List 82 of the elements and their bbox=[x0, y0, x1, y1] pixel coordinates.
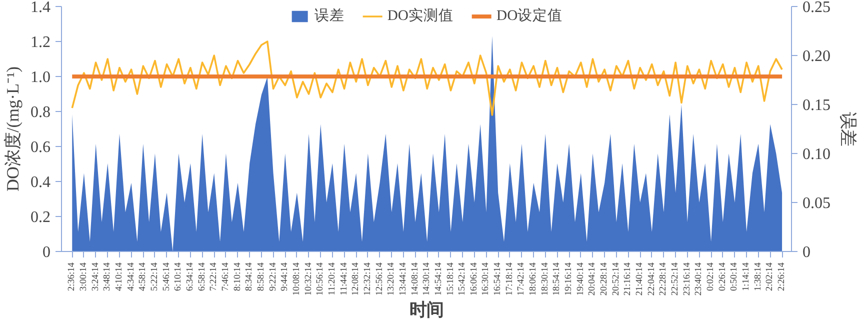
x-tick-label: 20:28:14 bbox=[600, 262, 610, 296]
x-tick-label: 3:00:14 bbox=[78, 262, 89, 292]
x-tick-label: 10:08:14 bbox=[292, 262, 302, 296]
y-axis-title: DO浓度/(mg·L⁻¹) bbox=[4, 66, 22, 192]
x-tick-label: 2:02:14 bbox=[765, 262, 776, 292]
x-tick-label: 19:16:14 bbox=[564, 262, 574, 296]
x-tick-label: 7:22:14 bbox=[209, 262, 220, 292]
x-tick-label: 21:16:14 bbox=[623, 262, 634, 296]
y2-tick-label: 0.10 bbox=[802, 146, 830, 163]
x-tick-label: 17:42:14 bbox=[516, 262, 527, 296]
x-tick-label: 17:18:14 bbox=[504, 262, 515, 296]
x-tick-label: 11:20:14 bbox=[327, 262, 338, 296]
x-tick-label: 16:06:14 bbox=[469, 262, 480, 296]
x-tick-label: 0:02:14 bbox=[706, 262, 716, 292]
x-tick-label: 9:22:14 bbox=[268, 262, 278, 292]
x-tick-label: 23:16:14 bbox=[682, 262, 692, 296]
y2-axis-title: 误差 bbox=[838, 112, 858, 146]
x-tick-label: 10:32:14 bbox=[304, 262, 314, 296]
x-tick-label: 16:54:14 bbox=[493, 262, 504, 296]
y-tick-label: 0.2 bbox=[30, 209, 50, 226]
x-tick-label: 2:26:14 bbox=[777, 262, 788, 292]
x-tick-label: 6:34:14 bbox=[185, 262, 196, 292]
x-tick-label: 14:54:14 bbox=[434, 262, 444, 296]
x-tick-label: 6:10:14 bbox=[174, 262, 184, 292]
y-tick-label: 1.2 bbox=[30, 34, 50, 51]
x-tick-label: 18:30:14 bbox=[540, 262, 550, 296]
y-tick-label: 0.4 bbox=[30, 174, 50, 191]
x-tick-label: 15:18:14 bbox=[446, 262, 456, 296]
x-tick-label: 15:42:14 bbox=[458, 262, 468, 296]
x-tick-label: 5:46:14 bbox=[162, 262, 172, 292]
x-tick-label: 4:58:14 bbox=[138, 262, 148, 292]
x-tick-label: 2:36:14 bbox=[67, 262, 78, 292]
x-tick-label: 8:34:14 bbox=[244, 262, 255, 292]
y2-tick-label: 0 bbox=[802, 244, 810, 261]
line-series bbox=[71, 40, 783, 116]
x-tick-label: 13:20:14 bbox=[386, 262, 397, 296]
x-tick-label: 22:04:14 bbox=[646, 262, 657, 296]
x-tick-label: 12:08:14 bbox=[351, 262, 362, 296]
x-tick-label: 1:14:14 bbox=[742, 262, 752, 292]
x-tick-label: 12:56:14 bbox=[374, 262, 385, 296]
x-tick-label: 18:54:14 bbox=[552, 262, 562, 296]
y-tick-label: 0.6 bbox=[30, 139, 50, 156]
x-tick-label: 18:06:14 bbox=[528, 262, 539, 296]
x-tick-label: 4:10:14 bbox=[114, 262, 124, 292]
y2-tick-label: 0.05 bbox=[802, 195, 830, 212]
x-tick-label: 14:30:14 bbox=[422, 262, 432, 296]
x-tick-label: 8:58:14 bbox=[256, 262, 266, 292]
legend-label: DO实测值 bbox=[387, 6, 454, 25]
x-tick-label: 20:04:14 bbox=[588, 262, 598, 296]
x-tick-label: 20:52:14 bbox=[611, 262, 622, 296]
x-tick-label: 22:52:14 bbox=[670, 262, 681, 296]
x-tick-label: 4:34:14 bbox=[126, 262, 136, 292]
legend-label: DO设定值 bbox=[496, 6, 563, 25]
x-axis-title: 时间 bbox=[410, 300, 444, 320]
y2-tick-label: 0.15 bbox=[802, 97, 830, 114]
y2-tick-label: 0.20 bbox=[802, 48, 830, 65]
x-tick-label: 21:40:14 bbox=[635, 262, 646, 296]
y-tick-label: 0.8 bbox=[30, 104, 50, 121]
x-tick-label: 13:44:14 bbox=[398, 262, 408, 296]
x-tick-label: 19:40:14 bbox=[576, 262, 586, 296]
x-tick-label: 3:24:14 bbox=[90, 262, 101, 292]
legend-label: 误差 bbox=[314, 7, 344, 25]
x-tick-label: 9:44:14 bbox=[280, 262, 290, 292]
x-tick-label: 14:08:14 bbox=[410, 262, 420, 296]
x-tick-label: 11:44:14 bbox=[339, 262, 350, 296]
x-tick-label: 12:32:14 bbox=[362, 262, 373, 296]
x-tick-label: 3:48:14 bbox=[102, 262, 113, 292]
x-tick-label: 22:28:14 bbox=[658, 262, 669, 296]
x-tick-label: 0:26:14 bbox=[718, 262, 728, 292]
x-tick-label: 1:38:14 bbox=[753, 262, 764, 292]
x-tick-label: 8:10:14 bbox=[232, 262, 243, 292]
x-tick-label: 7:46:14 bbox=[220, 262, 231, 292]
x-tick-label: 10:56:14 bbox=[316, 262, 326, 296]
x-tick-label: 0:50:14 bbox=[730, 262, 740, 292]
y-tick-label: 1.0 bbox=[30, 69, 50, 86]
y2-tick-label: 0.25 bbox=[802, 0, 830, 16]
x-tick-label: 23:40:14 bbox=[694, 262, 704, 296]
x-tick-label: 5:22:14 bbox=[150, 262, 160, 292]
x-tick-label: 6:58:14 bbox=[197, 262, 208, 292]
y-tick-label: 0 bbox=[42, 244, 50, 261]
x-tick-label: 16:30:14 bbox=[481, 262, 492, 296]
y-tick-label: 1.4 bbox=[30, 0, 50, 16]
